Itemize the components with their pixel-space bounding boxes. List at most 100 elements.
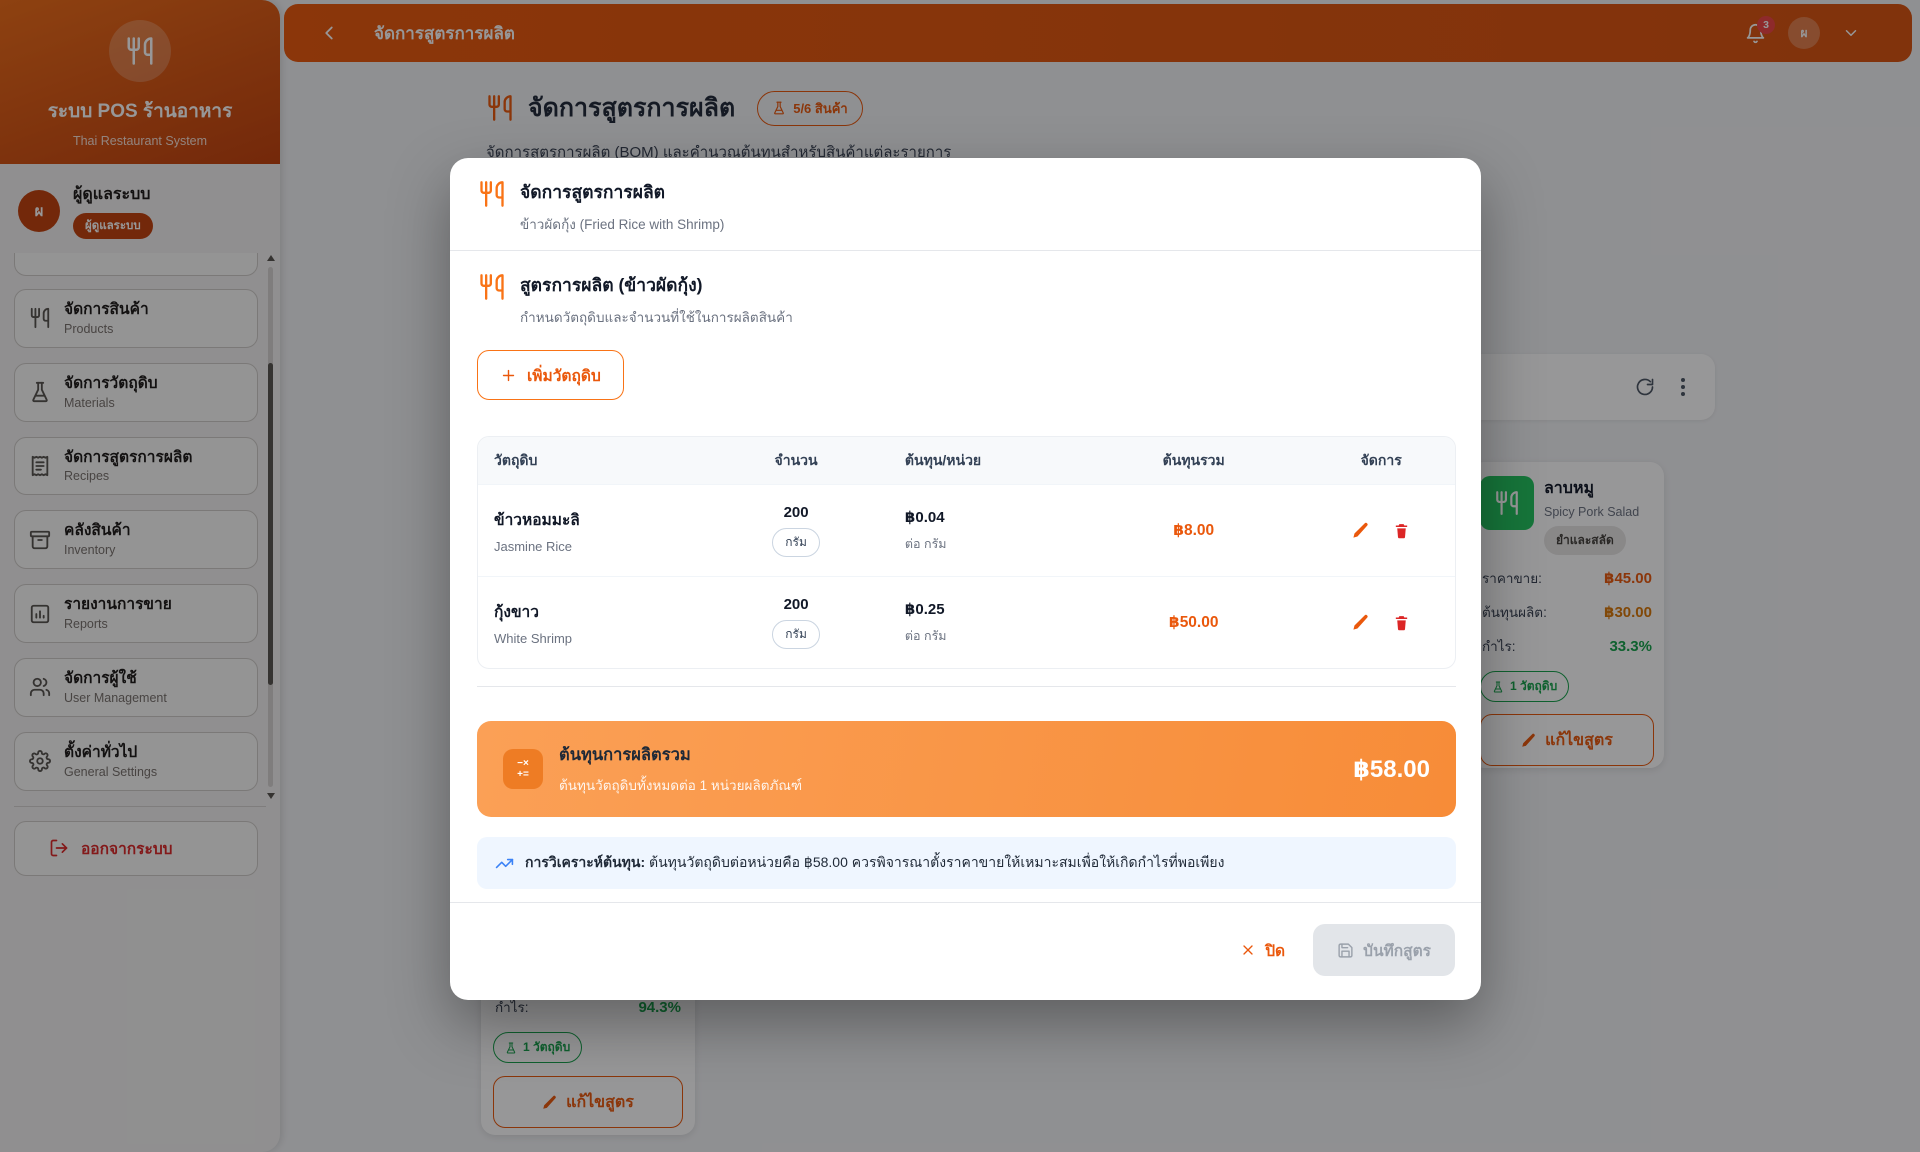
product-name-en: Spicy Pork Salad bbox=[1544, 505, 1640, 519]
scroll-down-arrow[interactable] bbox=[267, 792, 275, 799]
sidebar-item-sublabel: Recipes bbox=[64, 469, 110, 484]
unit-cost: ฿0.25 bbox=[904, 600, 945, 618]
topbar-avatar[interactable]: ผ bbox=[1788, 17, 1820, 49]
profit-value: 94.3% bbox=[638, 998, 681, 1016]
user-role-badge: ผู้ดูแลระบบ bbox=[73, 213, 153, 239]
sidebar-divider bbox=[14, 805, 266, 807]
edit-material-button[interactable] bbox=[1352, 522, 1369, 539]
app-logo bbox=[109, 20, 171, 82]
profit-label: กำไร: bbox=[1482, 639, 1516, 654]
recipe-modal: จัดการสูตรการผลิต ข้าวผัดกุ้ง (Fried Ric… bbox=[450, 158, 1481, 1000]
avatar: ผ bbox=[18, 189, 60, 232]
calculator-icon: −× += bbox=[503, 749, 543, 789]
sidebar-item-recipes[interactable]: จัดการสูตรการผลิต Recipes bbox=[14, 436, 258, 496]
sidebar-item-sublabel: User Management bbox=[64, 690, 167, 705]
section-title: สูตรการผลิต (ข้าวผัดกุ้ง) bbox=[520, 275, 703, 295]
delete-material-button[interactable] bbox=[1393, 614, 1410, 631]
sidebar-item-label: คลังสินค้า bbox=[64, 522, 131, 540]
plus-icon bbox=[500, 367, 517, 384]
col-header-unit-cost: ต้นทุน/หน่วย bbox=[904, 451, 982, 468]
sidebar-item-products[interactable]: จัดการสินค้า Products bbox=[14, 289, 258, 348]
delete-material-button[interactable] bbox=[1393, 522, 1410, 539]
material-quantity: 200 bbox=[783, 596, 809, 613]
edit-recipe-button[interactable]: แก้ไขสูตร bbox=[493, 1076, 683, 1128]
profit-value: 33.3% bbox=[1609, 637, 1652, 655]
price-value: ฿45.00 bbox=[1604, 570, 1652, 587]
product-count-badge: 5/6 สินค้า bbox=[757, 90, 863, 126]
logout-button[interactable]: ออกจากระบบ bbox=[14, 820, 258, 876]
trash-icon bbox=[1393, 522, 1410, 539]
more-options-button[interactable] bbox=[1681, 378, 1685, 396]
cost-label: ต้นทุนผลิต: bbox=[1482, 605, 1547, 620]
close-icon bbox=[1240, 942, 1256, 958]
trending-up-icon bbox=[495, 854, 514, 873]
sidebar-item-label: จัดการสูตรการผลิต bbox=[64, 448, 193, 466]
price-label: ราคาขาย: bbox=[1482, 571, 1542, 586]
sidebar-item-partial[interactable] bbox=[14, 253, 258, 276]
sidebar-scrollbar[interactable] bbox=[267, 255, 275, 799]
app-title: ระบบ POS ร้านอาหาร bbox=[47, 101, 233, 122]
materials-count-badge: 1 วัตถุดิบ bbox=[493, 1032, 583, 1063]
sidebar-item-users[interactable]: จัดการผู้ใช้ User Management bbox=[14, 658, 258, 717]
modal-footer: ปิด บันทึกสูตร bbox=[450, 902, 1481, 1000]
sidebar-item-sublabel: Inventory bbox=[64, 543, 116, 558]
cost-value: ฿30.00 bbox=[1604, 604, 1652, 621]
material-name-en: White Shrimp bbox=[494, 631, 573, 646]
scrollbar-thumb[interactable] bbox=[268, 363, 273, 685]
save-recipe-button[interactable]: บันทึกสูตร bbox=[1313, 924, 1455, 976]
recipe-section-header: สูตรการผลิต (ข้าวผัดกุ้ง) กำหนดวัตถุดิบแ… bbox=[477, 271, 1456, 328]
material-name-en: Jasmine Rice bbox=[494, 539, 573, 554]
analysis-text: ต้นทุนวัตถุดิบต่อหน่วยคือ ฿58.00 ควรพิจา… bbox=[649, 854, 1225, 870]
unit-badge: กรัม bbox=[772, 528, 820, 557]
scroll-up-arrow[interactable] bbox=[267, 255, 275, 261]
edit-material-button[interactable] bbox=[1352, 614, 1369, 631]
logout-label: ออกจากระบบ bbox=[81, 840, 173, 858]
sidebar-item-sublabel: General Settings bbox=[64, 764, 158, 779]
sidebar-item-settings[interactable]: ตั้งค่าทั่วไป General Settings bbox=[14, 731, 258, 791]
topbar-title: จัดการสูตรการผลิต bbox=[374, 23, 515, 43]
sidebar-item-inventory[interactable]: คลังสินค้า Inventory bbox=[14, 510, 258, 570]
product-tile-icon bbox=[1480, 476, 1534, 530]
total-cost: ฿50.00 bbox=[1168, 614, 1219, 631]
ingredients-table: วัตถุดิบ จำนวน ต้นทุน/หน่วย ต้นทุนรวม จั… bbox=[477, 436, 1456, 669]
product-card-laab-moo[interactable]: ลาบหมู Spicy Pork Salad ยำและสลัด ราคาขา… bbox=[1470, 462, 1664, 768]
sidebar: ระบบ POS ร้านอาหาร Thai Restaurant Syste… bbox=[0, 0, 280, 1152]
utensils-icon bbox=[478, 180, 506, 235]
col-header-actions: จัดการ bbox=[1360, 451, 1402, 468]
add-material-button[interactable]: เพิ่มวัตถุดิบ bbox=[477, 350, 624, 400]
total-cost: ฿8.00 bbox=[1173, 522, 1215, 539]
topbar: จัดการสูตรการผลิต 3 ผ bbox=[284, 4, 1912, 62]
edit-recipe-button[interactable]: แก้ไขสูตร bbox=[1480, 714, 1654, 766]
sidebar-item-sublabel: Reports bbox=[64, 617, 108, 632]
page-subtitle: จัดการสูตรการผลิต (BOM) และคำนวณต้นทุนสำ… bbox=[486, 144, 952, 161]
unit-cost: ฿0.04 bbox=[904, 508, 945, 526]
sidebar-item-sublabel: Products bbox=[64, 321, 114, 336]
user-name: ผู้ดูแลระบบ bbox=[73, 186, 151, 203]
unit-badge: กรัม bbox=[772, 620, 820, 649]
sidebar-item-label: จัดการสินค้า bbox=[64, 301, 149, 318]
material-quantity: 200 bbox=[783, 504, 809, 521]
cost-analysis-note: การวิเคราะห์ต้นทุน: ต้นทุนวัตถุดิบต่อหน่… bbox=[477, 837, 1456, 889]
table-row: กุ้งขาว White Shrimp 200 กรัม ฿0.25 ต่อ … bbox=[478, 576, 1455, 668]
page-header: จัดการสูตรการผลิต 5/6 สินค้า จัดการสูตรก… bbox=[486, 88, 951, 164]
sidebar-item-sublabel: Materials bbox=[64, 395, 115, 410]
page-title: จัดการสูตรการผลิต bbox=[528, 94, 736, 122]
col-header-total-cost: ต้นทุนรวม bbox=[1162, 451, 1225, 468]
table-header-row: วัตถุดิบ จำนวน ต้นทุน/หน่วย ต้นทุนรวม จั… bbox=[478, 437, 1455, 484]
modal-subtitle: ข้าวผัดกุ้ง (Fried Rice with Shrimp) bbox=[520, 217, 725, 232]
banner-title: ต้นทุนการผลิตรวม bbox=[559, 746, 691, 764]
section-subtitle: กำหนดวัตถุดิบและจำนวนที่ใช้ในการผลิตสินค… bbox=[520, 310, 793, 325]
notifications-button[interactable]: 3 bbox=[1745, 15, 1775, 44]
banner-subtitle: ต้นทุนวัตถุดิบทั้งหมดต่อ 1 หน่วยผลิตภัณฑ… bbox=[559, 778, 803, 793]
sidebar-item-reports[interactable]: รายงานการขาย Reports bbox=[14, 584, 258, 644]
total-cost-banner: −× += ต้นทุนการผลิตรวม ต้นทุนวัตถุดิบทั้ง… bbox=[477, 721, 1456, 817]
close-button[interactable]: ปิด bbox=[1240, 938, 1285, 963]
sidebar-user: ผ ผู้ดูแลระบบ ผู้ดูแลระบบ bbox=[0, 164, 280, 253]
sidebar-item-materials[interactable]: จัดการวัตถุดิบ Materials bbox=[14, 362, 258, 422]
sidebar-menu: จัดการสินค้า Products จัดการวัตถุดิบ Mat… bbox=[0, 253, 280, 799]
pencil-icon bbox=[1352, 522, 1369, 539]
sidebar-item-label: จัดการวัตถุดิบ bbox=[64, 374, 158, 392]
trash-icon bbox=[1393, 614, 1410, 631]
total-cost-amount: ฿58.00 bbox=[1353, 755, 1430, 783]
app-subtitle: Thai Restaurant System bbox=[72, 134, 208, 148]
